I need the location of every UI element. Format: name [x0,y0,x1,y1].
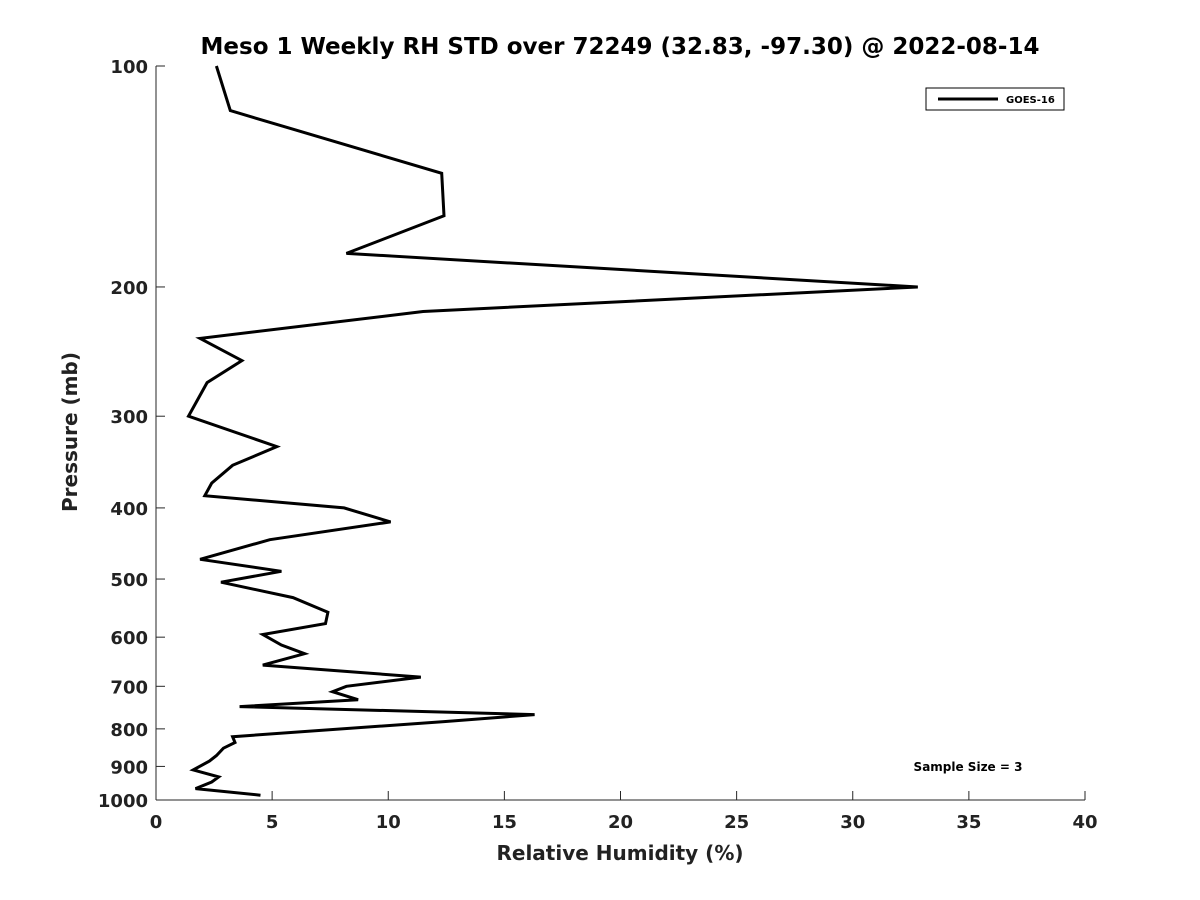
x-tick-label: 0 [150,812,163,833]
x-axis-ticks: 0 5 10 15 20 25 30 35 40 [150,791,1098,833]
x-tick-label: 5 [266,812,279,833]
y-tick-label: 700 [110,677,148,698]
y-axis-label: Pressure (mb) [58,352,82,512]
y-tick-label: 900 [110,757,148,778]
y-tick-label: 300 [110,407,148,428]
y-tick-label: 200 [110,278,148,299]
y-tick-label: 600 [110,628,148,649]
x-tick-label: 35 [956,812,981,833]
x-tick-label: 15 [492,812,517,833]
y-axis-ticks: 100 200 300 400 500 600 700 800 900 1000 [98,57,165,812]
x-tick-label: 10 [376,812,401,833]
x-tick-label: 20 [608,812,633,833]
x-tick-label: 25 [724,812,749,833]
y-tick-label: 400 [110,499,148,520]
legend: GOES-16 [925,87,1065,111]
axes [155,66,1085,801]
x-axis-label: Relative Humidity (%) [496,841,743,865]
series-line-goes-16 [186,65,918,797]
legend-label-goes-16: GOES-16 [1006,95,1055,106]
y-tick-label: 100 [110,57,148,78]
sample-size-annotation: Sample Size = 3 [914,760,1023,774]
y-tick-label: 1000 [98,791,148,812]
chart-title: Meso 1 Weekly RH STD over 72249 (32.83, … [201,34,1040,60]
series-layer [186,65,918,797]
y-tick-label: 800 [110,720,148,741]
x-tick-label: 40 [1072,812,1097,833]
x-tick-label: 30 [840,812,865,833]
y-tick-label: 500 [110,570,148,591]
